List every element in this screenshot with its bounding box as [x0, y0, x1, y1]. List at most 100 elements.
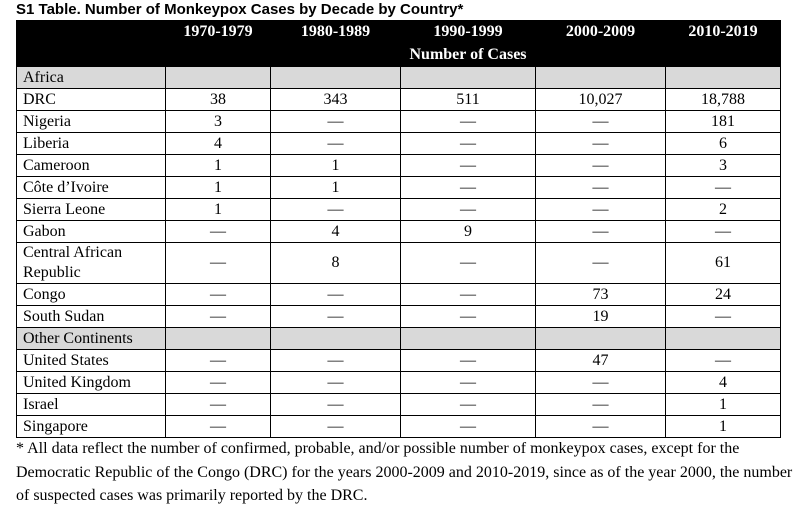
data-row: Cameroon 1 1— —3: [16, 154, 781, 177]
value-cell: 6: [665, 132, 781, 155]
value-cell: 8: [270, 242, 401, 284]
data-row: Côte d’Ivoire 1 1— — —: [16, 176, 781, 199]
empty-cell: [400, 327, 536, 350]
data-row: Congo — — —73 24: [16, 283, 781, 306]
value-cell: 1: [270, 176, 401, 199]
data-row: Gabon —4 9— —: [16, 220, 781, 243]
country-cell: Nigeria: [16, 110, 166, 133]
value-cell: 3: [665, 154, 781, 177]
value-cell: 38: [165, 88, 271, 111]
empty-cell: [665, 327, 781, 350]
empty-cell: [270, 327, 401, 350]
header-row: 1970-1979 1980-1989 1990-1999 2000-2009 2010…: [16, 20, 781, 44]
data-row: United Kingdom — — — —4: [16, 371, 781, 394]
data-row: United States — — —47—: [16, 349, 781, 372]
header-cell: [165, 43, 271, 67]
table-title: S1 Table. Number of Monkeypox Cases by D…: [16, 1, 464, 18]
value-cell: —: [665, 220, 781, 243]
value-cell: —: [270, 198, 401, 221]
value-cell: 511: [400, 88, 536, 111]
value-cell: —: [400, 415, 536, 438]
header-cell: [270, 43, 401, 67]
empty-cell: [165, 66, 271, 89]
value-cell: —: [165, 349, 271, 372]
section-label: Other Continents: [16, 327, 166, 350]
country-cell: Israel: [16, 393, 166, 416]
value-cell: 73: [535, 283, 666, 306]
value-cell: 10,027: [535, 88, 666, 111]
value-cell: —: [270, 393, 401, 416]
value-cell: —: [270, 371, 401, 394]
value-cell: —: [165, 242, 271, 284]
data-row: DRC 38 343 511 10,027 18,788: [16, 88, 781, 111]
data-row: Central African Republic —8— —61: [16, 242, 781, 284]
value-cell: —: [400, 110, 536, 133]
value-cell: —: [535, 176, 666, 199]
section-label: Africa: [16, 66, 166, 89]
value-cell: 181: [665, 110, 781, 133]
value-cell: —: [665, 305, 781, 328]
value-cell: 2: [665, 198, 781, 221]
value-cell: —: [270, 132, 401, 155]
value-cell: 19: [535, 305, 666, 328]
value-cell: 61: [665, 242, 781, 284]
value-cell: 1: [665, 393, 781, 416]
column-header: 1970-1979: [165, 20, 271, 44]
value-cell: 1: [165, 176, 271, 199]
value-cell: 47: [535, 349, 666, 372]
country-cell: Sierra Leone: [16, 198, 166, 221]
value-cell: —: [535, 371, 666, 394]
value-cell: —: [165, 220, 271, 243]
country-cell: Gabon: [16, 220, 166, 243]
empty-cell: [535, 66, 666, 89]
span-label: Number of Cases: [400, 43, 536, 67]
data-row: Sierra Leone 1— — —2: [16, 198, 781, 221]
table: 1970-1979 1980-1989 1990-1999 2000-2009 2010…: [16, 20, 781, 438]
country-cell: South Sudan: [16, 305, 166, 328]
country-cell: Central African Republic: [16, 242, 166, 284]
value-cell: —: [665, 176, 781, 199]
country-cell: United States: [16, 349, 166, 372]
value-cell: —: [665, 349, 781, 372]
value-cell: —: [535, 198, 666, 221]
value-cell: —: [535, 110, 666, 133]
value-cell: —: [270, 415, 401, 438]
value-cell: 4: [665, 371, 781, 394]
value-cell: 4: [270, 220, 401, 243]
value-cell: —: [400, 393, 536, 416]
empty-cell: [665, 66, 781, 89]
value-cell: —: [400, 242, 536, 284]
header-cell: [16, 20, 166, 44]
country-cell: Côte d’Ivoire: [16, 176, 166, 199]
value-cell: —: [535, 132, 666, 155]
value-cell: —: [400, 283, 536, 306]
data-row: South Sudan — — —19—: [16, 305, 781, 328]
empty-cell: [270, 66, 401, 89]
value-cell: —: [400, 198, 536, 221]
column-header: 2000-2009: [535, 20, 666, 44]
value-cell: —: [400, 176, 536, 199]
column-header: 1990-1999: [400, 20, 536, 44]
value-cell: —: [270, 283, 401, 306]
footnote: * All data reflect the number of confirm…: [16, 440, 793, 504]
value-cell: —: [270, 110, 401, 133]
header-row: Number of Cases: [16, 43, 781, 67]
value-cell: —: [535, 242, 666, 284]
country-cell: Congo: [16, 283, 166, 306]
value-cell: 4: [165, 132, 271, 155]
table-header: 1970-1979 1980-1989 1990-1999 2000-2009 2010…: [16, 20, 781, 67]
value-cell: —: [535, 393, 666, 416]
value-cell: 343: [270, 88, 401, 111]
value-cell: —: [165, 305, 271, 328]
value-cell: —: [400, 349, 536, 372]
value-cell: —: [400, 371, 536, 394]
value-cell: —: [165, 283, 271, 306]
value-cell: —: [270, 349, 401, 372]
empty-cell: [535, 327, 666, 350]
empty-cell: [400, 66, 536, 89]
data-row: Singapore — — — —1: [16, 415, 781, 438]
value-cell: —: [270, 305, 401, 328]
value-cell: 1: [665, 415, 781, 438]
value-cell: —: [400, 154, 536, 177]
